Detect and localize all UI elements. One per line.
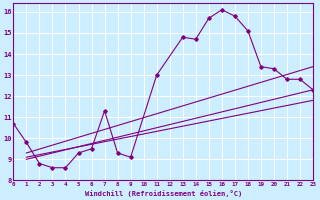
X-axis label: Windchill (Refroidissement éolien,°C): Windchill (Refroidissement éolien,°C) bbox=[84, 190, 242, 197]
